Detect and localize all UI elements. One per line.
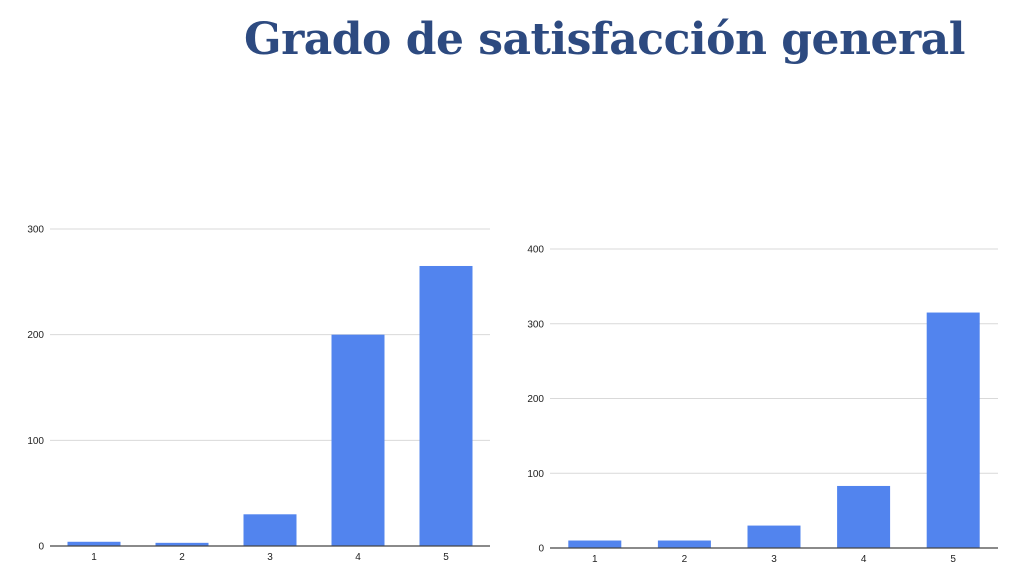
- right-x-tick-label: 1: [592, 554, 598, 565]
- left-y-tick-label: 300: [27, 225, 44, 236]
- right-y-tick-label: 300: [527, 319, 544, 330]
- right-bar-1: [568, 540, 622, 548]
- right-y-tick-label: 100: [527, 469, 544, 480]
- right-x-tick-label: 5: [950, 554, 956, 565]
- right-y-tick-label: 400: [527, 245, 544, 256]
- right-bar-4: [837, 485, 891, 548]
- left-bar-4: [331, 334, 385, 546]
- left-x-tick-label: 2: [179, 552, 185, 563]
- left-x-tick-label: 5: [443, 552, 449, 563]
- right-bar-5: [926, 312, 980, 548]
- left-y-tick-label: 200: [27, 330, 44, 341]
- left-x-tick-label: 3: [267, 552, 273, 563]
- left-x-tick-label: 4: [355, 552, 361, 563]
- left-y-tick-label: 100: [27, 436, 44, 447]
- right-bar-2: [657, 540, 711, 548]
- left-bar-1: [67, 541, 121, 546]
- right-x-tick-label: 2: [682, 554, 688, 565]
- right-y-tick-label: 200: [527, 394, 544, 405]
- left-bar-5: [419, 265, 473, 546]
- right-x-tick-label: 3: [771, 554, 777, 565]
- left-bar-2: [155, 542, 209, 546]
- left-x-tick-label: 1: [91, 552, 97, 563]
- right-x-tick-label: 4: [861, 554, 867, 565]
- right-bar-3: [747, 525, 801, 548]
- left-bar-3: [243, 514, 297, 546]
- page-title: Grado de satisfacción general: [244, 14, 965, 65]
- right-y-tick-label: 0: [538, 544, 544, 555]
- left-y-tick-label: 0: [38, 542, 44, 553]
